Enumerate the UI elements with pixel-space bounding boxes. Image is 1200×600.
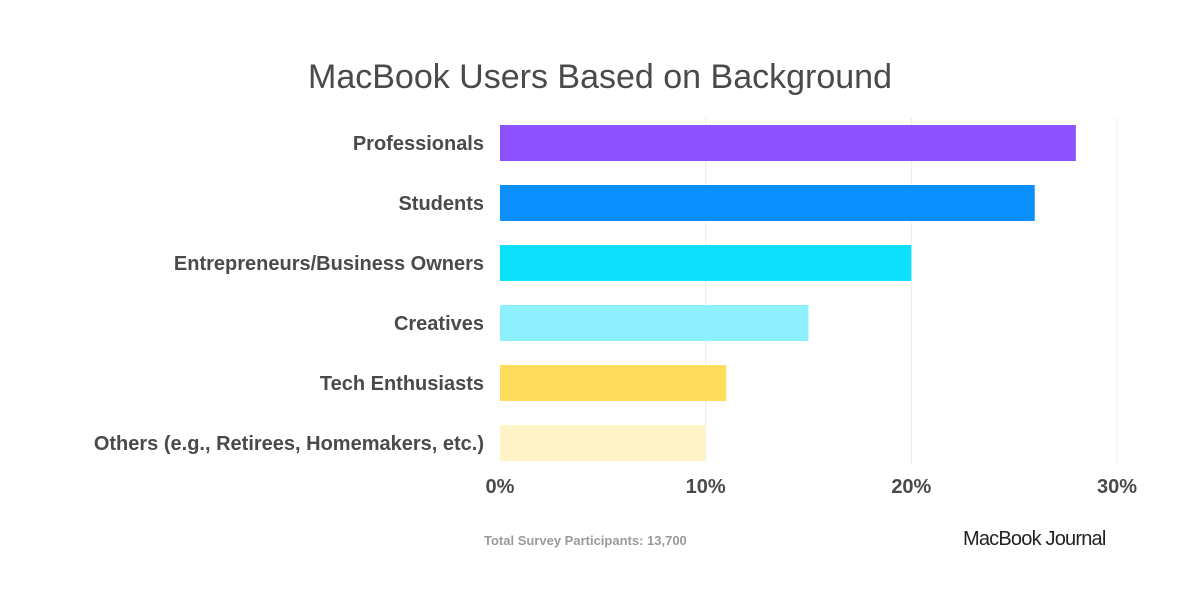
- bar: [500, 245, 912, 281]
- category-label: Tech Enthusiasts: [320, 373, 484, 395]
- category-label: Others (e.g., Retirees, Homemakers, etc.…: [94, 433, 484, 455]
- bar: [500, 365, 727, 401]
- x-tick-label: 30%: [1097, 476, 1137, 498]
- x-tick-label: 10%: [686, 476, 726, 498]
- footnote: Total Survey Participants: 13,700: [484, 533, 687, 548]
- bar: [500, 125, 1076, 161]
- category-label: Entrepreneurs/Business Owners: [174, 253, 484, 275]
- category-label: Students: [398, 193, 484, 215]
- bar: [500, 425, 706, 461]
- brand-logo: MacBook Journal: [963, 528, 1106, 550]
- category-label: Professionals: [353, 133, 484, 155]
- bar: [500, 185, 1035, 221]
- bar: [500, 305, 809, 341]
- x-tick-label: 20%: [891, 476, 931, 498]
- chart-title: MacBook Users Based on Background: [308, 58, 892, 96]
- category-label: Creatives: [394, 313, 484, 335]
- x-tick-label: 0%: [486, 476, 515, 498]
